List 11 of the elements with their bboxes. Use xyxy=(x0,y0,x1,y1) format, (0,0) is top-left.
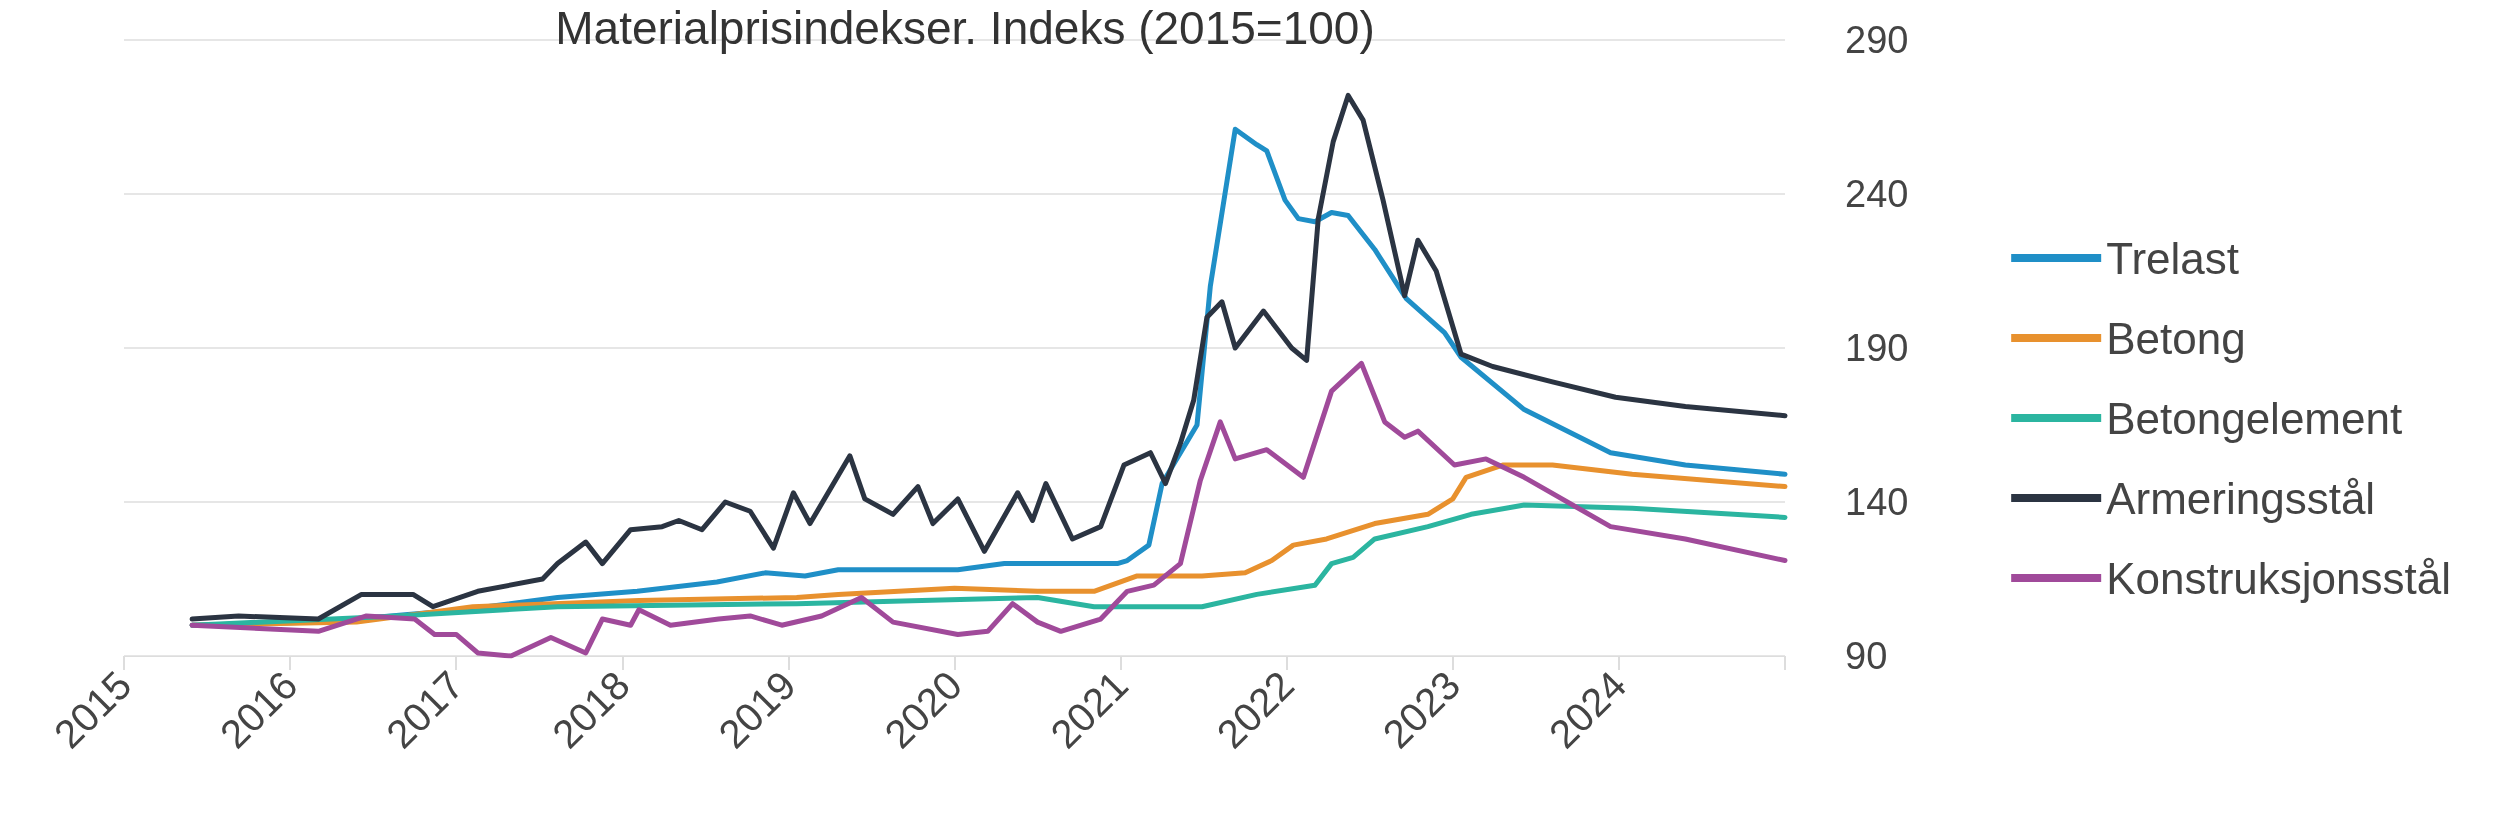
y-tick-label: 90 xyxy=(1845,635,1888,677)
legend-label: Betongelement xyxy=(2106,393,2403,443)
legend-label: Trelast xyxy=(2106,233,2240,283)
legend-label: Konstruksjonsstål xyxy=(2106,553,2451,603)
y-tick-label: 290 xyxy=(1845,19,1909,61)
legend-label: Armeringsstål xyxy=(2106,473,2376,523)
y-tick-label: 190 xyxy=(1845,327,1909,369)
y-tick-label: 140 xyxy=(1845,481,1909,523)
y-tick-label: 240 xyxy=(1845,173,1909,215)
legend-label: Betong xyxy=(2106,313,2246,363)
chart-title: Materialprisindekser. Indeks (2015=100) xyxy=(555,2,1375,54)
